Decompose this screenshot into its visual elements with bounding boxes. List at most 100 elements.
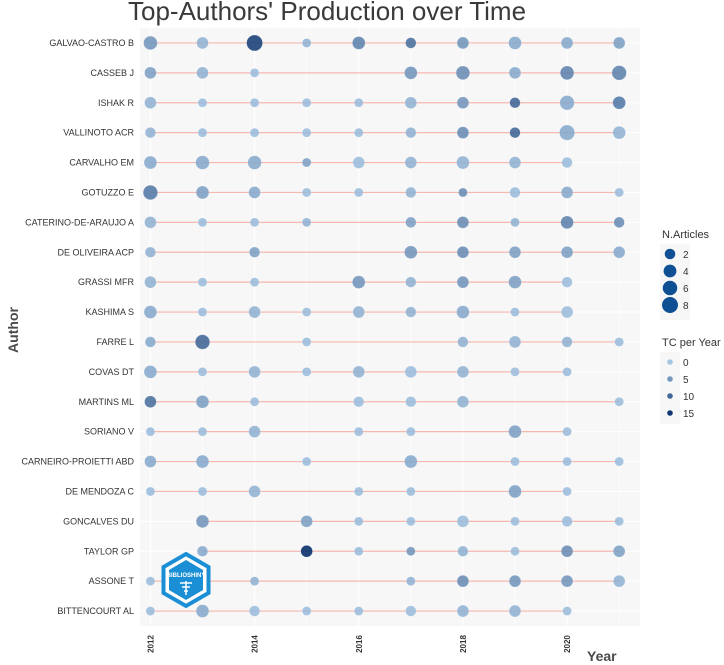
data-point <box>249 246 261 258</box>
author-label: ISHAK R <box>98 98 135 108</box>
legend-size-label: 8 <box>683 301 689 312</box>
data-point <box>613 216 625 228</box>
data-point <box>562 367 572 377</box>
data-point <box>561 157 573 169</box>
data-point <box>405 276 417 288</box>
legend-size-key <box>663 264 677 278</box>
data-point <box>301 367 312 377</box>
data-point <box>354 127 364 138</box>
data-point <box>352 365 365 378</box>
data-point <box>197 307 208 317</box>
legend-n-articles: N.Articles 2 4 6 8 <box>660 229 710 320</box>
data-point <box>197 367 208 377</box>
data-point <box>456 216 470 229</box>
data-point <box>144 216 157 229</box>
data-point <box>197 127 208 138</box>
data-point <box>301 98 312 108</box>
data-point <box>145 576 156 586</box>
data-point <box>561 515 573 527</box>
legend-color-key-bg <box>660 352 680 424</box>
legend-color-label: 0 <box>683 358 689 369</box>
data-point <box>301 337 312 347</box>
legend-size-label: 6 <box>683 284 689 295</box>
data-point <box>559 65 575 80</box>
data-point <box>143 35 158 51</box>
legend-color-key <box>667 359 673 365</box>
data-point <box>510 307 520 317</box>
data-point <box>197 486 208 497</box>
data-point <box>354 606 364 616</box>
author-label: GOTUZZO E <box>82 187 135 197</box>
data-point <box>509 97 521 109</box>
data-point <box>560 246 574 259</box>
data-point <box>249 397 260 407</box>
year-tick-label: 2018 <box>459 635 468 653</box>
data-point <box>248 365 261 378</box>
data-point <box>301 127 312 138</box>
data-point <box>456 276 470 289</box>
data-point <box>613 36 626 50</box>
data-point <box>301 157 312 168</box>
data-point <box>405 396 417 408</box>
data-point <box>144 336 156 348</box>
author-axis-labels: GALVAO-CASTRO B CASSEB J ISHAK R VALLINOTO … <box>21 38 134 616</box>
data-point <box>300 545 313 558</box>
data-point <box>612 96 626 110</box>
legend-tc-per-year: TC per Year 0 5 10 15 <box>660 337 721 424</box>
data-point <box>404 365 417 378</box>
author-label: VALLINOTO ACR <box>63 128 134 138</box>
data-point <box>195 604 210 618</box>
data-point <box>249 68 260 78</box>
data-point <box>249 127 260 138</box>
data-point <box>246 34 263 52</box>
chart-title: Top-Authors' Production over Time <box>128 0 526 26</box>
data-point <box>560 186 574 199</box>
data-point <box>560 305 574 319</box>
data-point <box>352 305 365 319</box>
data-point <box>510 456 520 467</box>
data-point <box>562 486 572 497</box>
data-point <box>352 275 366 289</box>
data-point <box>561 336 573 348</box>
data-point <box>249 576 260 586</box>
data-point <box>354 187 364 198</box>
data-point <box>249 98 260 108</box>
data-point <box>249 217 260 228</box>
data-point <box>562 606 572 616</box>
data-point <box>354 546 364 556</box>
data-point <box>456 246 470 259</box>
data-point <box>301 456 312 467</box>
data-point <box>508 156 522 169</box>
data-point <box>456 395 470 408</box>
data-point <box>611 65 627 81</box>
data-point <box>143 155 158 170</box>
hexagon-logo-icon: BIBLIOSHINY <box>161 551 211 609</box>
data-point <box>509 127 521 139</box>
legend-color-key <box>667 376 673 382</box>
data-point <box>508 246 522 259</box>
data-point <box>613 246 626 259</box>
data-point <box>456 575 470 588</box>
data-point <box>560 215 574 230</box>
data-point <box>300 515 313 528</box>
data-point <box>354 486 364 497</box>
data-point <box>404 66 418 80</box>
y-axis-title: Author <box>5 307 21 353</box>
data-point <box>195 395 210 409</box>
data-point <box>248 186 261 199</box>
data-point <box>197 217 208 228</box>
data-point <box>614 516 624 527</box>
legend-color-title: TC per Year <box>662 337 721 349</box>
data-point <box>456 305 470 319</box>
data-point <box>508 575 522 588</box>
data-point <box>456 515 470 528</box>
author-label: DE MENDOZA C <box>65 486 134 496</box>
data-point <box>248 425 261 438</box>
data-point <box>456 36 470 50</box>
data-point <box>455 65 471 80</box>
data-point <box>560 575 574 588</box>
data-point <box>301 606 312 616</box>
data-point <box>405 37 417 49</box>
legend-size-key <box>662 280 678 296</box>
data-point <box>405 306 417 318</box>
